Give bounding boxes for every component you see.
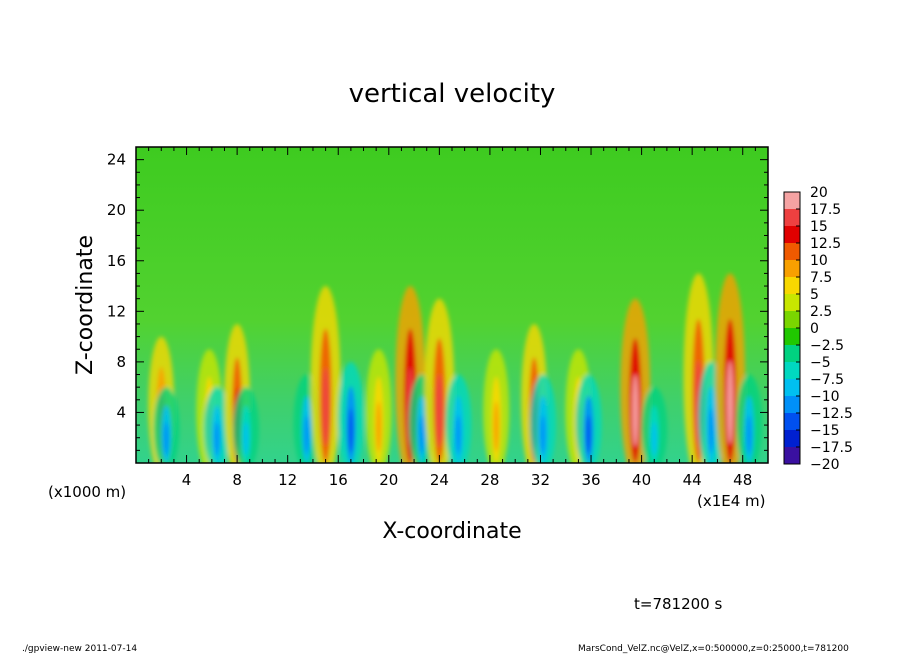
x-tick-label: 8 <box>232 471 242 489</box>
y-tick-label: 16 <box>107 252 126 270</box>
plume-18 <box>575 374 602 463</box>
colorbar-segment <box>784 226 800 244</box>
colorbar-segment <box>784 294 800 312</box>
colorbar-label: −17.5 <box>810 440 853 456</box>
colorbar-segment <box>784 328 800 346</box>
y-tick-label: 20 <box>107 201 126 219</box>
x-axis-label: X-coordinate <box>382 519 521 544</box>
x-tick-label: 40 <box>632 471 651 489</box>
colorbar-label: −15 <box>810 423 840 439</box>
plume-14 <box>483 349 510 463</box>
plume-13 <box>445 374 472 463</box>
x-tick-label: 28 <box>480 471 499 489</box>
colorbar-segment <box>784 362 800 380</box>
colorbar-label: −5 <box>810 355 831 371</box>
colorbar-segment <box>784 260 800 278</box>
colorbar-segment <box>784 311 800 329</box>
colorbar-label: 20 <box>810 185 828 201</box>
colorbar-label: 7.5 <box>810 270 832 286</box>
colorbar-label: 2.5 <box>810 304 832 320</box>
colorbar-label: 5 <box>810 287 819 303</box>
x-tick-label: 4 <box>182 471 192 489</box>
x-tick-label: 16 <box>329 471 348 489</box>
y-tick-label: 24 <box>107 151 126 169</box>
colorbar-segment <box>784 209 800 227</box>
colorbar-label: −7.5 <box>810 372 844 388</box>
x-tick-label: 12 <box>278 471 297 489</box>
colorbar-segment <box>784 243 800 261</box>
plume-9 <box>365 349 392 463</box>
x-tick-label: 48 <box>733 471 752 489</box>
colorbar-segment <box>784 430 800 448</box>
y-tick-label: 12 <box>107 302 126 320</box>
colorbar-label: 12.5 <box>810 236 841 252</box>
colorbar-label: 17.5 <box>810 202 841 218</box>
colorbar: 2017.51512.5107.552.50−2.5−5−7.5−10−12.5… <box>783 185 853 473</box>
x-tick-label: 44 <box>683 471 702 489</box>
colorbar-segment <box>784 447 800 465</box>
plume-24 <box>736 374 763 463</box>
x-tick-label: 36 <box>581 471 600 489</box>
colorbar-label: −10 <box>810 389 840 405</box>
colorbar-label: −20 <box>810 457 840 473</box>
colorbar-label: −12.5 <box>810 406 853 422</box>
colorbar-segment <box>784 277 800 295</box>
colorbar-segment <box>784 345 800 363</box>
colorbar-segment <box>784 379 800 397</box>
plume-1 <box>153 387 180 463</box>
colorbar-label: 15 <box>810 219 828 235</box>
plume-7 <box>310 286 341 463</box>
y-tick-label: 8 <box>116 353 126 371</box>
footer-left: ./gpview-new 2011-07-14 <box>22 644 137 654</box>
y-tick-label: 4 <box>116 403 126 421</box>
colorbar-label: 0 <box>810 321 819 337</box>
plume-8 <box>337 361 364 463</box>
footer-right: MarsCond_VelZ.nc@VelZ,x=0:500000,z=0:250… <box>578 644 849 654</box>
plume-16 <box>530 374 557 463</box>
x-tick-label: 20 <box>379 471 398 489</box>
plume-5 <box>232 387 259 463</box>
colorbar-label: −2.5 <box>810 338 844 354</box>
plot-features <box>148 273 763 463</box>
x-tick-label: 24 <box>430 471 449 489</box>
x-unit-label: (x1000 m) <box>48 483 126 501</box>
y-axis-label: Z-coordinate <box>73 235 98 375</box>
time-label: t=781200 s <box>634 595 722 613</box>
chart-title: vertical velocity <box>349 79 556 109</box>
x-axis: 4 8 12 16 20 24 28 32 36 40 44 48 <box>148 147 756 489</box>
colorbar-label: 10 <box>810 253 828 269</box>
plume-3 <box>203 387 230 463</box>
plume-20 <box>641 387 668 463</box>
x-tick-label: 32 <box>531 471 550 489</box>
y-axis: 4 8 12 16 20 24 <box>107 151 768 451</box>
colorbar-segment <box>784 413 800 431</box>
x-scale-label: (x1E4 m) <box>697 492 766 510</box>
colorbar-segment <box>784 192 800 210</box>
colorbar-segment <box>784 396 800 414</box>
